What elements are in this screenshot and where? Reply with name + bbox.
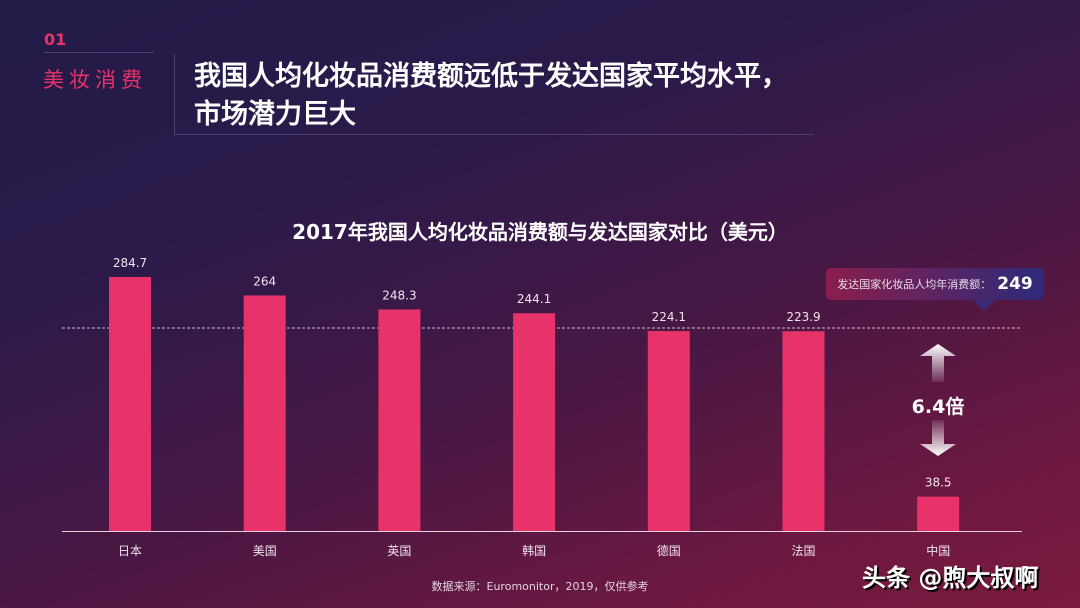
- badge-pointer: [972, 299, 996, 311]
- data-label: 223.9: [786, 310, 820, 324]
- down-arrow-icon: [920, 420, 956, 456]
- data-label: 244.1: [517, 292, 551, 306]
- title-line-1: 我国人均化妆品消费额远低于发达国家平均水平，: [194, 61, 788, 92]
- x-tick-label: 英国: [387, 544, 411, 558]
- chart-title: 2017年我国人均化妆品消费额与发达国家对比（美元）: [292, 220, 788, 244]
- section-number: 01: [44, 30, 67, 49]
- section-label: 美妆消费: [43, 68, 147, 92]
- divider: [44, 52, 154, 53]
- bar-中国: [917, 496, 960, 531]
- up-arrow-icon: [920, 344, 956, 382]
- bar-英国: [378, 309, 421, 531]
- x-tick-label: 德国: [657, 543, 681, 558]
- multiple-annotation: 6.4倍: [911, 396, 965, 418]
- watermark: 头条 @煦大叔啊: [862, 564, 1039, 592]
- data-label: 38.5: [925, 476, 952, 490]
- data-label: 224.1: [652, 310, 686, 324]
- title-line-2: 市场潜力巨大: [194, 99, 356, 130]
- bar-法国: [782, 331, 825, 531]
- x-tick-label: 韩国: [522, 543, 546, 558]
- x-tick-label: 美国: [253, 544, 277, 558]
- x-tick-label: 日本: [118, 544, 142, 558]
- bar-德国: [647, 331, 690, 531]
- data-label: 264: [253, 274, 276, 288]
- divider: [174, 54, 175, 134]
- data-label: 248.3: [382, 288, 416, 302]
- average-value: 249: [997, 274, 1033, 294]
- data-source: 数据来源：Euromonitor，2019，仅供参考: [431, 580, 649, 593]
- divider: [174, 134, 814, 135]
- page-title: 我国人均化妆品消费额远低于发达国家平均水平， 市场潜力巨大: [194, 58, 894, 134]
- average-label: 发达国家化妆品人均年消费额：: [837, 278, 992, 291]
- data-label: 284.7: [113, 256, 147, 270]
- x-tick-label: 法国: [791, 544, 815, 558]
- average-badge: 发达国家化妆品人均年消费额： 249: [826, 268, 1044, 300]
- bar-日本: [109, 277, 151, 531]
- bar-韩国: [513, 313, 556, 531]
- bar-美国: [243, 295, 286, 531]
- x-tick-label: 中国: [926, 543, 950, 558]
